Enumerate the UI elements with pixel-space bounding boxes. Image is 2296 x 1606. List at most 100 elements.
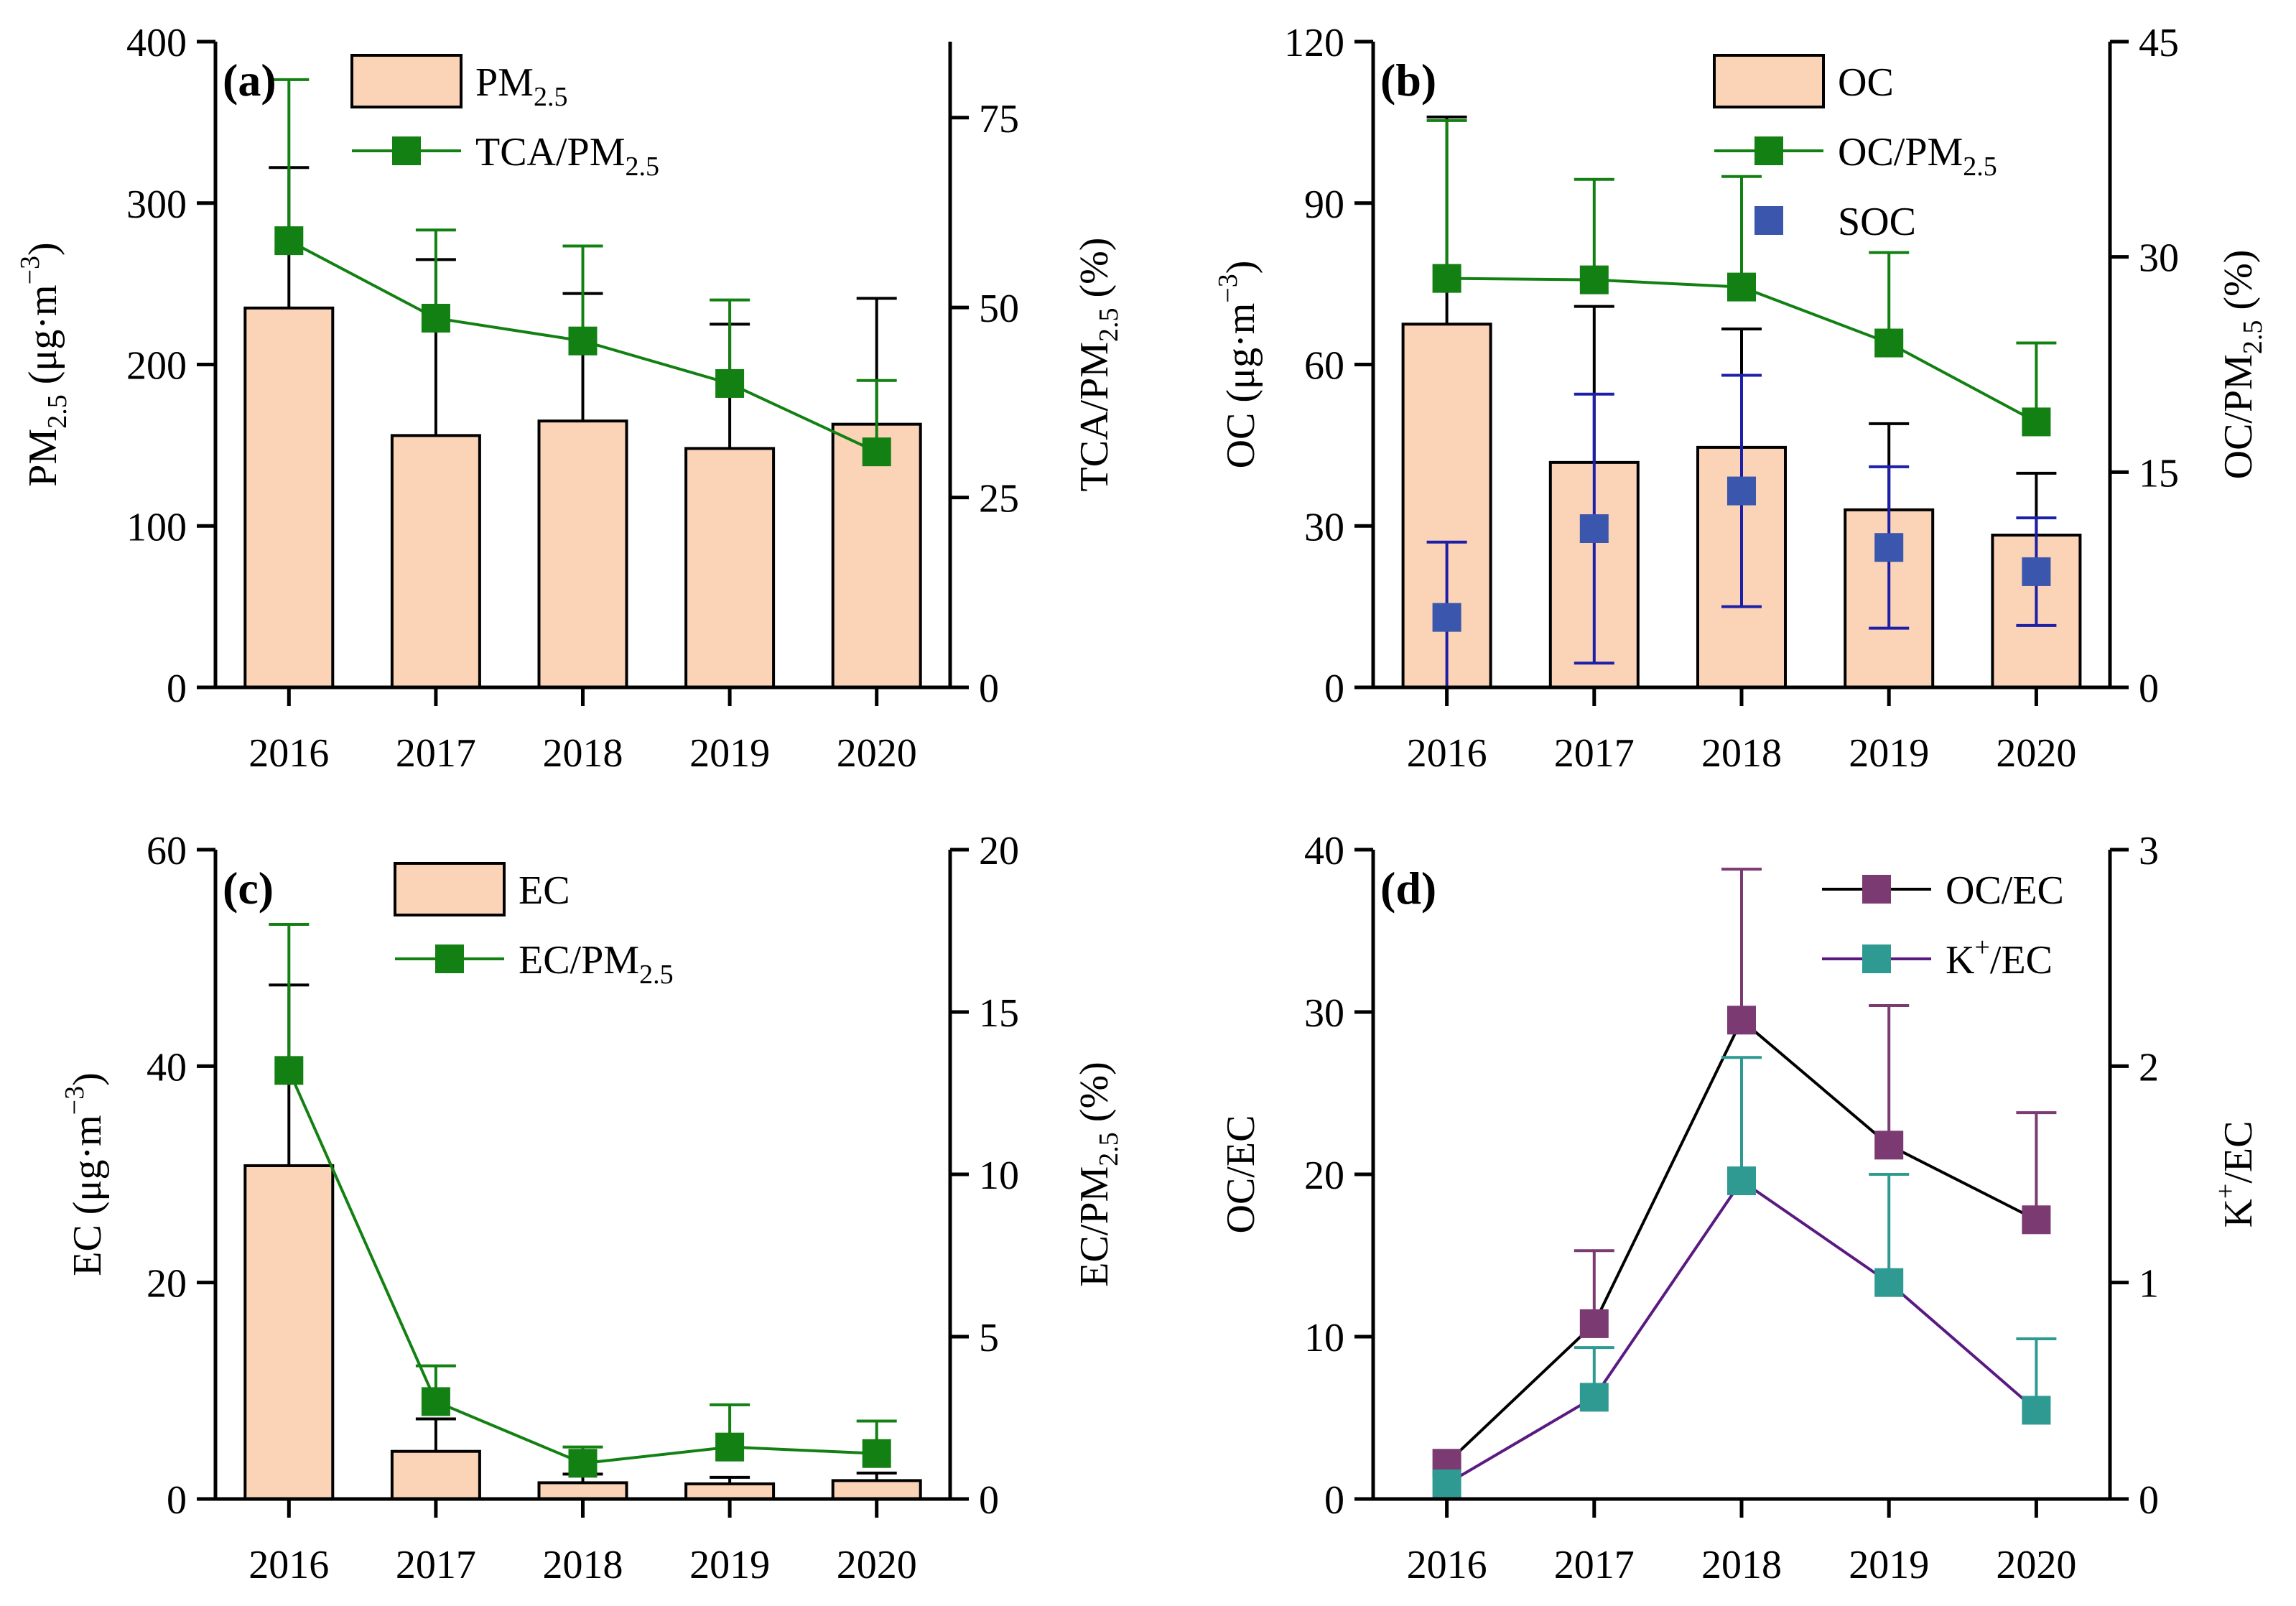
legend-label: EC: [519, 868, 570, 913]
left-tick-label: 0: [167, 667, 187, 711]
right-tick-label: 75: [979, 97, 1019, 141]
panel-label: (b): [1380, 55, 1436, 106]
left-axis-title: OC/EC: [1219, 1115, 1263, 1234]
right-axis-title: OC/PM2.5 (%): [2216, 250, 2268, 480]
left-axis-title: OC (μg·m−3): [1213, 261, 1263, 469]
legend-item: K+/EC: [1822, 932, 2053, 983]
legend-item: OC/PM2.5: [1714, 130, 1997, 182]
bar-2017: [390, 1449, 481, 1500]
right-tick-label: 15: [2139, 451, 2179, 496]
panel-c: 0 20 40 60 0 5 10 15 20 2016 2017 2018 2019 2020 (c) EC…: [60, 829, 1124, 1587]
left-axis-title: PM2.5 (μg·m−3): [15, 242, 73, 486]
bar-2019: [684, 447, 776, 689]
x-tick-label: 2019: [1849, 731, 1929, 776]
left-tick-label: 60: [1304, 344, 1344, 389]
right-axis-title: EC/PM2.5 (%): [1072, 1062, 1124, 1287]
line-point-2017: [1579, 1383, 1609, 1412]
legend-swatch-point: [1754, 206, 1783, 235]
panel-label: (c): [223, 863, 274, 914]
x-tick-label: 2017: [1554, 731, 1635, 776]
left-axis-title: EC (μg·m−3): [60, 1072, 110, 1276]
line-point-2019: [1874, 328, 1904, 358]
legend-swatch-bar: [1713, 54, 1825, 108]
right-tick-label: 0: [979, 667, 999, 711]
legend-item: SOC: [1754, 200, 1916, 244]
legend-label: OC/EC: [1946, 868, 2064, 913]
legend-item: EC/PM2.5: [395, 938, 674, 990]
left-tick-label: 0: [1324, 1478, 1344, 1523]
left-tick-label: 60: [147, 829, 187, 873]
x-tick-label: 2017: [396, 731, 476, 776]
left-tick-label: 400: [126, 21, 187, 65]
legend-label: PM2.5: [475, 60, 567, 112]
left-tick-label: 120: [1284, 21, 1344, 65]
line-point-2018: [1727, 272, 1756, 302]
legend-label: EC/PM2.5: [519, 938, 674, 990]
legend-item: OC: [1713, 54, 1894, 108]
line-ec-pm2-5: [287, 1069, 877, 1465]
x-tick-label: 2019: [689, 1543, 770, 1587]
x-tick-label: 2016: [248, 731, 329, 776]
x-tick-label: 2020: [837, 731, 917, 776]
legend-item: TCA/PM2.5: [352, 130, 659, 182]
legend-label: OC: [1838, 60, 1894, 105]
soc-point-2016: [1432, 603, 1461, 632]
legend-label: K+/EC: [1946, 932, 2053, 983]
left-tick-label: 30: [1304, 991, 1344, 1036]
x-tick-label: 2018: [543, 1543, 623, 1587]
soc-point-2017: [1579, 514, 1609, 543]
x-tick-label: 2016: [1407, 1543, 1487, 1587]
x-tick-label: 2017: [1554, 1543, 1635, 1587]
x-tick-label: 2017: [396, 1543, 476, 1587]
x-tick-label: 2016: [1407, 731, 1487, 776]
line-point-2019: [1874, 1131, 1904, 1160]
right-tick-label: 15: [979, 991, 1019, 1036]
legend-swatch-marker: [1862, 875, 1891, 904]
line-point-2016: [1432, 1469, 1461, 1498]
panel-d: 0 10 20 30 40 0 1 2 3 2016 2017 2018 2019 2020 (d) OC/E…: [1219, 829, 2261, 1587]
left-tick-label: 90: [1304, 182, 1344, 227]
bar-2020: [831, 1479, 922, 1501]
right-axis-title: TCA/PM2.5 (%): [1072, 238, 1124, 492]
left-tick-label: 0: [167, 1478, 187, 1523]
x-tick-label: 2018: [1701, 1543, 1782, 1587]
legend-swatch-marker: [1862, 944, 1891, 973]
line-point-2017: [1579, 265, 1609, 294]
left-tick-label: 200: [126, 344, 187, 389]
line-point-2016: [274, 1056, 304, 1085]
line-point-2020: [862, 437, 891, 467]
right-tick-label: 5: [979, 1316, 999, 1360]
soc-point-2019: [1874, 533, 1904, 562]
legend-item: EC: [394, 862, 570, 916]
panel-label: (a): [223, 55, 276, 106]
line-point-2020: [2022, 407, 2051, 437]
right-axis-title: K+/EC: [2211, 1120, 2261, 1227]
legend-item: PM2.5: [350, 54, 567, 112]
bar-2019: [684, 1482, 776, 1501]
legend-swatch-bar: [350, 54, 463, 108]
bar-2016: [243, 1164, 335, 1500]
x-tick-label: 2018: [1701, 731, 1782, 776]
right-tick-label: 3: [2139, 829, 2159, 873]
bar-2017: [390, 434, 481, 689]
legend-label: OC/PM2.5: [1838, 130, 1997, 182]
line-point-2020: [2022, 1396, 2051, 1425]
legend-label: TCA/PM2.5: [475, 130, 659, 182]
legend-swatch-marker: [392, 136, 421, 165]
soc-point-2018: [1727, 476, 1756, 506]
bar-2020: [831, 422, 922, 689]
panel-a: 0 100 200 300 400 0 25 50 75 2016 2017 2018 2019 2020…: [15, 21, 1124, 776]
right-tick-label: 0: [979, 1478, 999, 1523]
left-tick-label: 20: [1304, 1154, 1344, 1198]
right-tick-label: 0: [2139, 1478, 2159, 1523]
line-point-2019: [715, 368, 745, 398]
panel-label: (d): [1380, 863, 1436, 914]
right-tick-label: 25: [979, 477, 1019, 521]
legend-swatch-marker: [1754, 136, 1783, 165]
line-point-2018: [1727, 1006, 1756, 1035]
left-tick-label: 30: [1304, 505, 1344, 549]
line-point-2019: [1874, 1268, 1904, 1297]
x-tick-label: 2020: [837, 1543, 917, 1587]
x-tick-label: 2020: [1996, 1543, 2076, 1587]
